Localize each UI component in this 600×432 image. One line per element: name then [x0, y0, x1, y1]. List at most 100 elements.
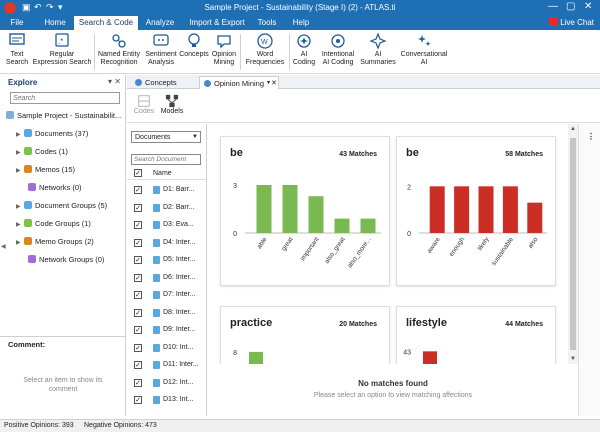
- document-row[interactable]: ✓ D7: Inter...: [127, 287, 207, 303]
- options-dots-icon[interactable]: ⋮: [587, 132, 595, 141]
- tab-search-code[interactable]: Search & Code: [74, 16, 138, 30]
- maximize-icon[interactable]: ▢: [566, 1, 576, 12]
- document-row[interactable]: ✓ D5: Inter...: [127, 252, 207, 268]
- expand-arrow-icon[interactable]: ▶: [16, 132, 21, 138]
- explore-item[interactable]: ▶ Document Groups (5): [16, 200, 107, 212]
- document-checkbox[interactable]: ✓: [134, 203, 142, 212]
- tab-concepts[interactable]: Concepts: [131, 76, 199, 89]
- live-chat-button[interactable]: Live Chat: [549, 17, 594, 29]
- tab-help[interactable]: Help: [292, 18, 310, 27]
- chart-card[interactable]: practice 20 Matches 8: [220, 306, 390, 364]
- regex-search-button[interactable]: .* Regular Expression Search: [32, 32, 92, 67]
- expand-arrow-icon[interactable]: ▶: [16, 222, 21, 228]
- document-row[interactable]: ✓ D10: Int...: [127, 340, 207, 356]
- intentional-ai-coding-button[interactable]: Intentional AI Coding: [318, 32, 358, 67]
- comment-title: Comment:: [8, 340, 46, 349]
- scroll-up-icon[interactable]: ▲: [570, 126, 576, 132]
- opinion-mining-icon: [217, 35, 231, 49]
- document-row[interactable]: ✓ D13: Int...: [127, 392, 207, 408]
- document-checkbox[interactable]: ✓: [134, 221, 142, 229]
- document-row[interactable]: ✓ D11: Inter...: [127, 357, 207, 373]
- documents-select[interactable]: Documents ▼: [131, 131, 201, 143]
- chart-card[interactable]: be 43 Matches 3 0 able great important also_g…: [220, 136, 390, 286]
- models-label: Models: [160, 108, 184, 115]
- word-frequencies-button[interactable]: W Word Frequencies: [243, 32, 287, 67]
- intentional-label-1: Intentional: [321, 51, 355, 58]
- tab-file[interactable]: File: [10, 18, 24, 27]
- document-checkbox[interactable]: ✓: [134, 396, 142, 404]
- explore-item[interactable]: ▶ Code Groups (1): [16, 218, 91, 230]
- document-checkbox[interactable]: ✓: [134, 343, 142, 352]
- collapse-strip[interactable]: ◀: [0, 75, 8, 415]
- pin-icon[interactable]: ▾: [108, 77, 113, 86]
- document-checkbox[interactable]: ✓: [134, 361, 142, 369]
- project-root[interactable]: Sample Project - Sustainabilit...: [6, 110, 121, 122]
- minimize-icon[interactable]: —: [548, 1, 558, 12]
- document-checkbox[interactable]: ✓: [134, 238, 142, 247]
- chart-card[interactable]: be 58 Matches 2 0 aware enough likely sustain…: [396, 136, 556, 286]
- documents-list-header: ✓ Name: [127, 168, 207, 180]
- chart-svg: 43: [403, 349, 437, 364]
- charts-scrollbar[interactable]: ▲ ▼: [568, 124, 578, 364]
- document-row[interactable]: ✓ D1: Barr...: [127, 182, 207, 198]
- document-checkbox[interactable]: ✓: [134, 326, 142, 334]
- sentiment-analysis-button[interactable]: Sentiment Analysis: [143, 32, 179, 67]
- save-icon[interactable]: ▣: [22, 2, 31, 12]
- collapse-left-icon[interactable]: ◀: [1, 244, 6, 250]
- ner-button[interactable]: Named Entity Recognition: [96, 32, 142, 67]
- ai-summaries-button[interactable]: AI Summaries: [358, 32, 398, 67]
- models-button[interactable]: Models: [159, 94, 185, 115]
- tab-home[interactable]: Home: [44, 18, 66, 27]
- tab-analyze[interactable]: Analyze: [145, 18, 175, 27]
- bar: [478, 186, 494, 233]
- tab-close-icon[interactable]: ✕: [271, 80, 277, 87]
- document-row[interactable]: ✓ D4: Inter...: [127, 235, 207, 251]
- concepts-button[interactable]: Concepts: [179, 32, 209, 59]
- opinion-mining-button[interactable]: Opinion Mining: [210, 32, 238, 67]
- expand-arrow-icon[interactable]: ▶: [16, 150, 21, 156]
- document-row[interactable]: ✓ D12: Int...: [127, 375, 207, 391]
- tab-opinion-mining[interactable]: Opinion Mining ▾ ✕: [199, 76, 279, 89]
- document-checkbox[interactable]: ✓: [134, 308, 142, 317]
- document-search-input[interactable]: [131, 154, 201, 165]
- explore-item[interactable]: Network Groups (0): [20, 254, 104, 266]
- scroll-down-icon[interactable]: ▼: [570, 356, 576, 362]
- text-search-button[interactable]: Text Search: [4, 32, 30, 67]
- document-checkbox[interactable]: ✓: [134, 273, 142, 282]
- expand-arrow-icon[interactable]: ▶: [16, 240, 21, 246]
- close-panel-icon[interactable]: ✕: [114, 77, 121, 86]
- ai-coding-button[interactable]: AI Coding: [291, 32, 317, 67]
- document-row[interactable]: ✓ D8: Inter...: [127, 305, 207, 321]
- expand-arrow-icon[interactable]: ▶: [16, 168, 21, 174]
- document-row[interactable]: ✓ D6: Inter...: [127, 270, 207, 286]
- explore-search-input[interactable]: [10, 92, 120, 104]
- column-name-header[interactable]: Name: [153, 170, 172, 177]
- close-icon[interactable]: ✕: [584, 1, 593, 12]
- expand-arrow-icon[interactable]: ▶: [16, 204, 21, 210]
- document-checkbox[interactable]: ✓: [134, 256, 142, 264]
- explore-item[interactable]: ▶ Documents (37): [16, 128, 88, 140]
- document-row[interactable]: ✓ D9: Inter...: [127, 322, 207, 338]
- select-all-checkbox[interactable]: ✓: [134, 169, 142, 177]
- tab-tools[interactable]: Tools: [257, 18, 277, 27]
- codes-button[interactable]: Codes: [131, 94, 157, 115]
- document-checkbox[interactable]: ✓: [134, 291, 142, 299]
- conversational-ai-button[interactable]: Conversational AI: [398, 32, 450, 67]
- chart-card[interactable]: lifestyle 44 Matches 43: [396, 306, 556, 364]
- document-checkbox[interactable]: ✓: [134, 378, 142, 387]
- document-row[interactable]: ✓ D3: Eva...: [127, 217, 207, 233]
- tab-dropdown-icon[interactable]: ▾: [266, 80, 270, 86]
- tab-import-export[interactable]: Import & Export: [189, 18, 245, 27]
- redo-icon[interactable]: ↷: [46, 2, 54, 12]
- right-side-strip: ⋮: [578, 124, 600, 416]
- explore-item[interactable]: ▶ Codes (1): [16, 146, 68, 158]
- quick-access-dropdown-icon[interactable]: ▾: [58, 2, 63, 12]
- document-row[interactable]: ✓ D2: Barr...: [127, 200, 207, 216]
- document-checkbox[interactable]: ✓: [134, 186, 142, 194]
- x-tick-label: also_more...: [346, 236, 372, 269]
- undo-icon[interactable]: ↶: [34, 2, 42, 12]
- explore-item[interactable]: ▶ Memo Groups (2): [16, 236, 94, 248]
- explore-item[interactable]: ▶ Memos (15): [16, 164, 75, 176]
- explore-item[interactable]: Networks (0): [20, 182, 82, 194]
- scroll-thumb[interactable]: [570, 138, 576, 350]
